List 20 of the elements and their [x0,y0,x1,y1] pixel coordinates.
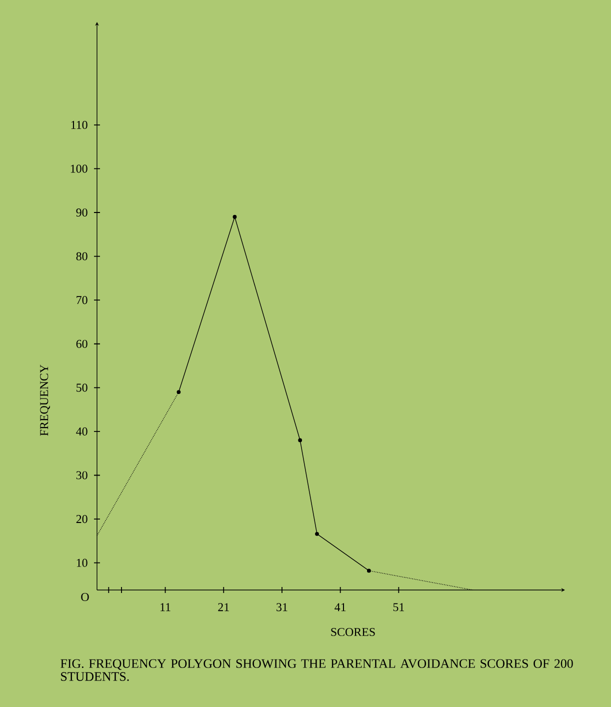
x-tick-label: 31 [276,603,288,612]
y-tick-label: 110 [71,120,88,129]
y-tick-label: 10 [76,558,88,567]
x-tick-label: 41 [334,603,346,612]
text: O [81,592,89,601]
y-tick-label: 70 [76,296,88,304]
x-tick-label: 11 [160,603,170,612]
y-tick-label: 50 [76,384,88,392]
text: FIG. FREQUENCY POLYGON SHOWING THE PARENTAL AVOIDANCE SCORES OF 200 STUDENTS. [60,659,573,681]
y-tick-label: 90 [76,208,88,217]
y-tick-label: 100 [70,164,88,173]
y-tick-label: 30 [76,471,88,480]
y-tick-label: 60 [76,340,88,348]
y-tick-label: 20 [76,515,88,524]
y-axis-title: FREQUENCY [40,364,50,436]
x-axis-title: SCORES [331,628,375,636]
x-tick-label: 51 [393,603,404,612]
y-tick-label: 40 [76,427,88,436]
x-tick-label: 21 [218,603,229,612]
y-tick-label: 80 [76,252,88,260]
